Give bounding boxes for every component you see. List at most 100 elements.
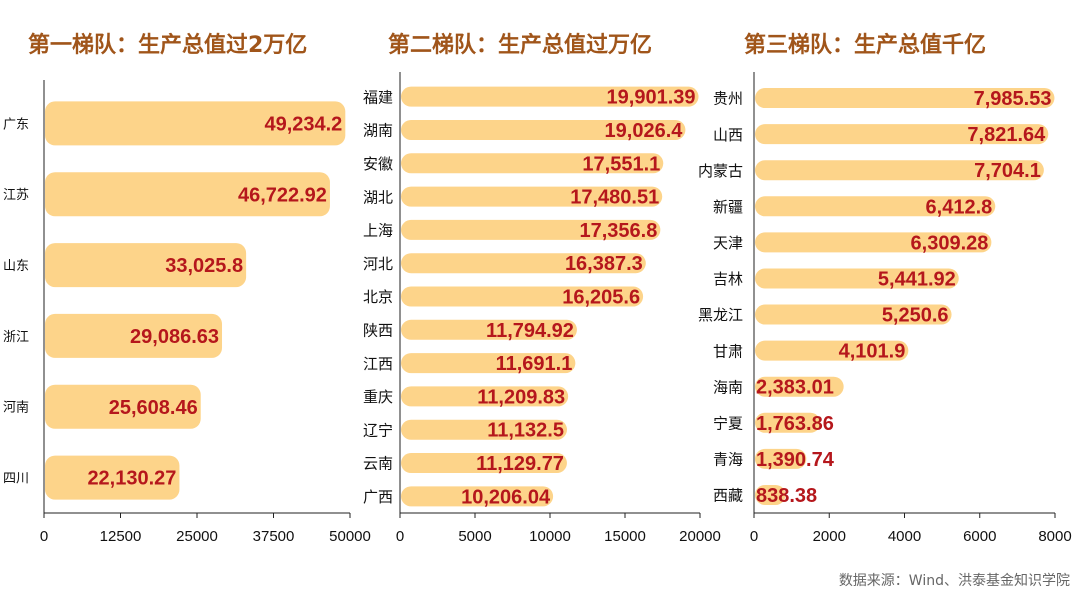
bar [755,196,996,217]
category-label: 贵州 [713,90,743,108]
data-label: 11,129.77 [476,453,564,475]
category-label: 黑龙江 [698,306,743,324]
bar [755,448,807,469]
data-label: 19,026.4 [605,120,684,142]
bar [755,304,952,325]
category-label: 福建 [363,88,393,106]
data-label: 17,356.8 [579,220,657,242]
category-label: 西藏 [713,487,743,505]
bar [45,172,330,217]
bar [401,219,661,240]
panel-1-tick-label: 12500 [100,528,142,545]
panel-2-tick-label: 15000 [604,528,646,545]
data-label: 7,985.53 [974,88,1052,110]
category-label: 浙江 [3,330,29,345]
bar [401,386,569,407]
bar [401,86,699,107]
panel-1-tick-label: 0 [40,528,48,545]
data-label: 5,441.92 [878,268,956,290]
data-label: 17,551.1 [582,153,660,175]
panel-1-title: 第一梯队：生产总值过2万亿 [28,32,307,58]
category-label: 江苏 [3,187,29,203]
data-label: 5,250.6 [882,305,949,327]
panel-3-title: 第三梯队：生产总值千亿 [744,32,986,58]
bar [401,453,567,474]
data-label: 25,608.46 [109,397,198,419]
data-label: 7,704.1 [974,160,1041,182]
data-label: 7,821.64 [967,124,1046,146]
bar [401,286,644,307]
category-label: 江西 [363,355,393,373]
bar [45,313,223,358]
data-label: 11,794.92 [486,320,574,342]
panel-2-tick-label: 5000 [458,528,491,545]
data-label: 6,412.8 [926,196,993,218]
bar [755,124,1049,145]
panel-3-tick-label: 0 [750,528,758,545]
bar [755,340,909,361]
category-label: 北京 [363,288,393,306]
category-label: 安徽 [363,155,393,173]
bar [401,486,554,507]
data-label: 1,390.74 [756,449,835,471]
data-label: 16,205.6 [562,287,640,309]
category-label: 吉林 [713,270,743,288]
category-label: 广东 [3,117,29,132]
data-label: 33,025.8 [165,255,243,277]
panel-2-tick-label: 0 [396,528,404,545]
panel-2-title: 第二梯队：生产总值过万亿 [388,32,652,58]
data-label: 46,722.92 [238,184,327,206]
bar [755,232,992,253]
data-label: 11,691.1 [496,353,573,375]
data-label: 22,130.27 [87,468,176,490]
panel-3-tick-label: 6000 [963,528,996,545]
data-label: 49,234.2 [264,113,342,135]
bar [755,376,844,397]
category-label: 湖北 [363,188,393,206]
panel-3-tick-label: 2000 [813,528,846,545]
data-label: 29,086.63 [130,326,219,348]
data-label: 4,101.9 [839,341,906,363]
panel-3-tick-label: 8000 [1038,528,1071,545]
data-label: 19,901.39 [607,87,696,109]
data-label: 10,206.04 [461,486,551,508]
bar [45,101,346,146]
panel-2-tick-label: 10000 [529,528,571,545]
panel-1-tick-label: 50000 [329,528,371,545]
data-label: 11,209.83 [477,386,565,408]
bar [755,268,959,289]
category-label: 陕西 [363,322,393,340]
category-label: 云南 [363,455,393,473]
category-label: 宁夏 [713,414,743,432]
data-label: 1,763.86 [756,413,834,435]
bar [401,253,646,274]
category-label: 重庆 [363,388,393,406]
bar [45,455,180,500]
bar [401,153,664,174]
bar [401,319,577,340]
category-label: 辽宁 [363,421,393,439]
data-label: 2,383.01 [756,377,834,399]
bar [755,484,786,505]
bar [401,186,663,207]
category-label: 广西 [363,488,393,506]
data-label: 17,480.51 [570,187,659,209]
bar [401,119,686,140]
category-label: 湖南 [363,122,393,140]
source-note: 数据来源：Wind、洪泰基金知识学院 [839,572,1070,589]
bar [45,384,201,429]
panel-1-tick-label: 25000 [176,528,218,545]
category-label: 河南 [3,400,29,416]
panel-2-tick-label: 20000 [679,528,721,545]
data-label: 838.38 [756,485,817,507]
category-label: 海南 [713,378,743,396]
bar [755,412,821,433]
category-label: 天津 [713,234,743,252]
category-label: 甘肃 [713,342,743,360]
category-label: 四川 [3,472,29,487]
bar [401,419,567,440]
bar [755,88,1055,109]
category-label: 上海 [363,222,393,240]
data-label: 16,387.3 [565,253,643,275]
